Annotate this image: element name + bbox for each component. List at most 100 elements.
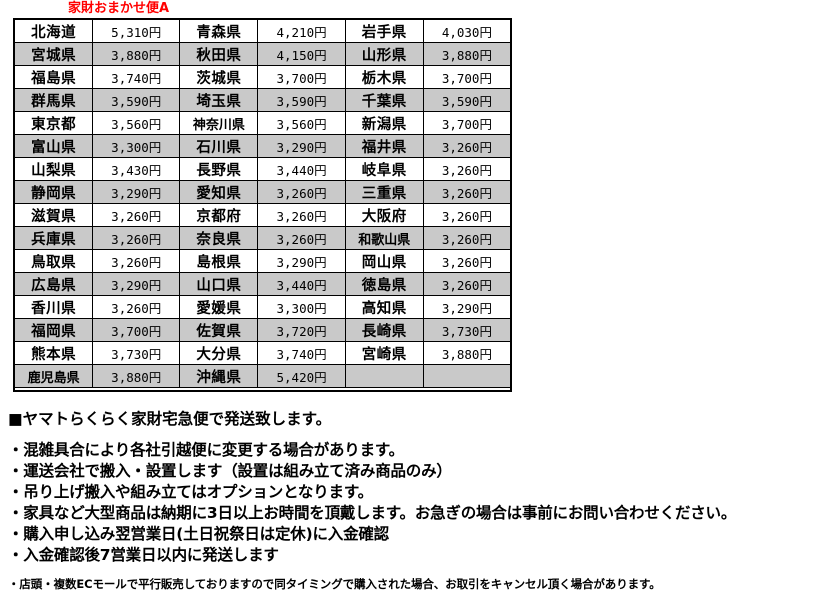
prefecture-cell: 鳥取県	[13, 249, 94, 273]
note-line: ・購入申し込み翌営業日(土日祝祭日は定休)に入金確認	[8, 525, 389, 543]
price-cell: 5,420円	[257, 364, 346, 388]
shipping-notes: ■ヤマトらくらく家財宅急便で発送致します。 ・混雑具合により各社引越便に変更する…	[8, 408, 814, 593]
prefecture-cell: 千葉県	[344, 88, 424, 112]
prefecture-cell: 沖縄県	[179, 364, 259, 388]
price-cell: 3,260円	[422, 249, 512, 273]
price-cell: 3,700円	[92, 318, 181, 342]
price-cell: 5,310円	[92, 19, 181, 43]
table-row: 東京都 3,560円 神奈川県 3,560円 新潟県 3,700円	[13, 111, 512, 135]
prefecture-cell-empty	[344, 364, 424, 388]
price-cell: 3,290円	[92, 272, 181, 296]
prefecture-cell: 滋賀県	[13, 203, 94, 227]
prefecture-cell: 神奈川県	[179, 111, 259, 135]
price-cell: 3,260円	[92, 249, 181, 273]
prefecture-cell: 新潟県	[344, 111, 424, 135]
price-cell-empty	[422, 364, 512, 388]
table-row: 福岡県 3,700円 佐賀県 3,720円 長崎県 3,730円	[13, 318, 512, 342]
table-row: 富山県 3,300円 石川県 3,290円 福井県 3,260円	[13, 134, 512, 158]
table-row: 宮城県 3,880円 秋田県 4,150円 山形県 3,880円	[13, 42, 512, 66]
note-line: ・入金確認後7営業日以内に発送します	[8, 546, 279, 564]
price-cell: 3,260円	[422, 203, 512, 227]
prefecture-cell: 長崎県	[344, 318, 424, 342]
price-cell: 3,880円	[92, 42, 181, 66]
prefecture-cell: 福島県	[13, 65, 94, 89]
prefecture-cell: 山形県	[344, 42, 424, 66]
price-cell: 3,700円	[257, 65, 346, 89]
price-cell: 3,260円	[257, 203, 346, 227]
prefecture-cell: 福井県	[344, 134, 424, 158]
price-cell: 3,700円	[422, 65, 512, 89]
prefecture-cell: 高知県	[344, 295, 424, 319]
price-cell: 3,590円	[422, 88, 512, 112]
prefecture-cell: 鹿児島県	[13, 364, 94, 388]
prefecture-cell: 茨城県	[179, 65, 259, 89]
prefecture-cell: 栃木県	[344, 65, 424, 89]
note-line: ・混雑具合により各社引越便に変更する場合があります。	[8, 441, 404, 459]
price-cell: 3,560円	[257, 111, 346, 135]
note-line: ・運送会社で搬入・設置します（設置は組み立て済み商品のみ）	[8, 462, 452, 480]
table-row: 福島県 3,740円 茨城県 3,700円 栃木県 3,700円	[13, 65, 512, 89]
price-cell: 3,730円	[422, 318, 512, 342]
prefecture-cell: 岩手県	[344, 19, 424, 43]
prefecture-cell: 石川県	[179, 134, 259, 158]
prefecture-cell: 島根県	[179, 249, 259, 273]
prefecture-cell: 長野県	[179, 157, 259, 181]
price-cell: 3,300円	[92, 134, 181, 158]
price-cell: 3,260円	[92, 203, 181, 227]
prefecture-cell: 徳島県	[344, 272, 424, 296]
notes-list: ・混雑具合により各社引越便に変更する場合があります。・運送会社で搬入・設置します…	[8, 440, 814, 566]
table-row: 鹿児島県 3,880円 沖縄県 5,420円	[13, 364, 512, 388]
price-cell: 3,260円	[257, 180, 346, 204]
prefecture-cell: 奈良県	[179, 226, 259, 250]
price-cell: 3,880円	[92, 364, 181, 388]
prefecture-cell: 大阪府	[344, 203, 424, 227]
prefecture-cell: 宮城県	[13, 42, 94, 66]
price-cell: 3,260円	[92, 295, 181, 319]
prefecture-cell: 佐賀県	[179, 318, 259, 342]
prefecture-cell: 山梨県	[13, 157, 94, 181]
page-title: 家財おまかせ便A	[68, 1, 170, 16]
table-row: 北海道 5,310円 青森県 4,210円 岩手県 4,030円	[13, 19, 512, 43]
price-cell: 3,300円	[257, 295, 346, 319]
prefecture-cell: 山口県	[179, 272, 259, 296]
price-cell: 3,260円	[422, 180, 512, 204]
prefecture-cell: 群馬県	[13, 88, 94, 112]
table-row: 香川県 3,260円 愛媛県 3,300円 高知県 3,290円	[13, 295, 512, 319]
table-row: 山梨県 3,430円 長野県 3,440円 岐阜県 3,260円	[13, 157, 512, 181]
shipping-fee-table: 北海道 5,310円 青森県 4,210円 岩手県 4,030円 宮城県 3,880円 秋田県 4…	[13, 19, 512, 388]
prefecture-cell: 青森県	[179, 19, 259, 43]
price-cell: 4,210円	[257, 19, 346, 43]
price-cell: 3,290円	[92, 180, 181, 204]
prefecture-cell: 埼玉県	[179, 88, 259, 112]
table-row: 熊本県 3,730円 大分県 3,740円 宮崎県 3,880円	[13, 341, 512, 365]
prefecture-cell: 香川県	[13, 295, 94, 319]
note-line: ・家具など大型商品は納期に3日以上お時間を頂戴します。お急ぎの場合は事前にお問い…	[8, 504, 737, 522]
note-line: ・吊り上げ搬入や組み立てはオプションとなります。	[8, 483, 373, 501]
prefecture-cell: 岐阜県	[344, 157, 424, 181]
table-row: 鳥取県 3,260円 島根県 3,290円 岡山県 3,260円	[13, 249, 512, 273]
table-row: 群馬県 3,590円 埼玉県 3,590円 千葉県 3,590円	[13, 88, 512, 112]
prefecture-cell: 東京都	[13, 111, 94, 135]
shipping-fee-table-body: 北海道 5,310円 青森県 4,210円 岩手県 4,030円 宮城県 3,880円 秋田県 4…	[13, 19, 512, 388]
price-cell: 3,590円	[92, 88, 181, 112]
prefecture-cell: 熊本県	[13, 341, 94, 365]
table-row: 静岡県 3,290円 愛知県 3,260円 三重県 3,260円	[13, 180, 512, 204]
prefecture-cell: 静岡県	[13, 180, 94, 204]
price-cell: 3,430円	[92, 157, 181, 181]
price-cell: 4,030円	[422, 19, 512, 43]
price-cell: 3,290円	[422, 295, 512, 319]
notes-heading: ■ヤマトらくらく家財宅急便で発送致します。	[8, 410, 332, 428]
price-cell: 3,290円	[257, 249, 346, 273]
prefecture-cell: 三重県	[344, 180, 424, 204]
price-cell: 3,260円	[422, 157, 512, 181]
price-cell: 4,150円	[257, 42, 346, 66]
price-cell: 3,290円	[257, 134, 346, 158]
price-cell: 3,260円	[257, 226, 346, 250]
prefecture-cell: 和歌山県	[344, 226, 424, 250]
prefecture-cell: 福岡県	[13, 318, 94, 342]
prefecture-cell: 兵庫県	[13, 226, 94, 250]
prefecture-cell: 広島県	[13, 272, 94, 296]
table-row: 広島県 3,290円 山口県 3,440円 徳島県 3,260円	[13, 272, 512, 296]
price-cell: 3,720円	[257, 318, 346, 342]
prefecture-cell: 大分県	[179, 341, 259, 365]
